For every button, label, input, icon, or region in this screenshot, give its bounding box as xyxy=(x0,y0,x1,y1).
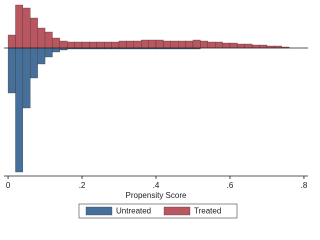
bar xyxy=(163,40,171,49)
bar xyxy=(30,47,38,79)
bar xyxy=(44,31,53,49)
bar xyxy=(30,17,38,49)
x-tick-label: .6 xyxy=(227,181,234,190)
bar xyxy=(215,41,223,49)
bar xyxy=(67,41,75,49)
bar xyxy=(222,42,231,49)
bar xyxy=(37,27,46,49)
x-axis-title: Propensity Score xyxy=(126,191,187,200)
bar xyxy=(192,39,201,49)
bar xyxy=(81,41,90,49)
bar xyxy=(15,47,24,173)
legend-swatch xyxy=(85,206,113,216)
bar xyxy=(22,7,31,49)
bar xyxy=(178,40,186,49)
bar xyxy=(96,41,105,49)
legend-label: Untreated xyxy=(116,207,151,216)
bar xyxy=(148,39,157,49)
bar xyxy=(170,40,179,49)
bar xyxy=(229,42,238,49)
bar xyxy=(15,4,24,49)
bar xyxy=(207,41,216,49)
legend-swatch xyxy=(163,206,191,216)
x-tick-label: .4 xyxy=(153,181,160,190)
bar xyxy=(133,40,142,49)
x-tick-label: .2 xyxy=(79,181,86,190)
bar xyxy=(22,47,31,109)
bar xyxy=(237,43,245,49)
bar xyxy=(259,44,268,49)
bar xyxy=(252,44,260,49)
bar xyxy=(118,40,127,49)
bar xyxy=(200,40,208,49)
bar xyxy=(126,40,134,49)
bar xyxy=(104,41,112,49)
x-tick-label: .8 xyxy=(301,181,308,190)
bar xyxy=(7,47,16,94)
bar xyxy=(44,47,53,58)
bar xyxy=(155,39,164,49)
bar xyxy=(74,41,83,49)
bar xyxy=(89,41,97,49)
bar xyxy=(244,43,253,49)
bar xyxy=(52,37,60,49)
bar xyxy=(52,47,60,53)
chart: Propensity Score 0 .2 .4 .6 .8 Untreated Treat… xyxy=(4,4,308,219)
legend xyxy=(78,203,238,219)
legend-label: Treated xyxy=(194,207,221,216)
bar xyxy=(7,34,16,49)
bar xyxy=(185,40,194,49)
bar xyxy=(141,39,149,49)
bar xyxy=(59,40,68,49)
bar xyxy=(37,47,46,65)
bar xyxy=(111,41,120,49)
x-tick-label: 0 xyxy=(6,181,11,190)
